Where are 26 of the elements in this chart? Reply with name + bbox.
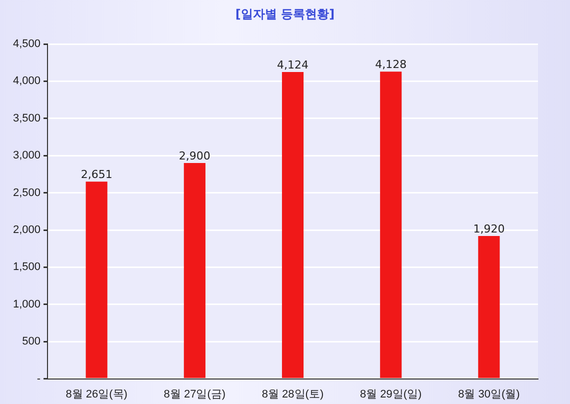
y-tick-label: 4,500 xyxy=(12,38,41,50)
bar xyxy=(478,236,500,378)
data-label: 2,900 xyxy=(178,149,210,162)
x-tick-label: 8월 28일(토) xyxy=(262,388,324,400)
data-label: 2,651 xyxy=(80,168,112,181)
data-label: 4,124 xyxy=(277,58,309,72)
chart-title: [일자별 등록현황] xyxy=(234,6,336,23)
bar xyxy=(380,72,402,378)
y-tick-label: 1,000 xyxy=(12,298,41,310)
x-tick-label: 8월 26일(목) xyxy=(66,388,128,400)
x-tick-label: 8월 30일(월) xyxy=(458,388,520,400)
y-tick-label: 3,000 xyxy=(12,150,41,162)
bar xyxy=(86,182,108,378)
y-tick-label: 2,500 xyxy=(12,186,41,199)
data-label: 1,920 xyxy=(473,222,505,236)
y-tick-label: 2,000 xyxy=(12,224,41,236)
bar xyxy=(184,163,206,378)
y-tick-label: 500 xyxy=(22,336,41,348)
y-tick-label: 3,500 xyxy=(12,112,41,124)
x-tick-label: 8월 27일(금) xyxy=(164,388,226,400)
y-tick-label: 1,500 xyxy=(12,261,41,274)
bar xyxy=(282,72,304,378)
y-tick-label: - xyxy=(36,372,41,385)
x-tick-label: 8월 29일(일) xyxy=(360,388,422,400)
y-tick-label: 4,000 xyxy=(12,75,41,88)
data-label: 4,128 xyxy=(375,58,407,72)
